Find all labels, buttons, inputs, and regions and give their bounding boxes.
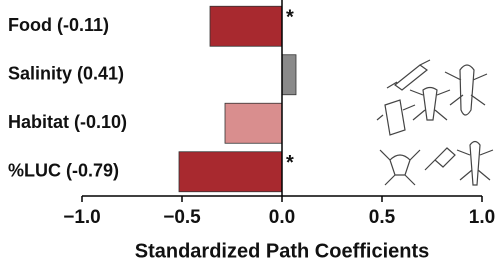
- category-label: Salinity (0.41): [8, 64, 124, 84]
- significance-mark: *: [286, 7, 294, 29]
- category-label: %LUC (-0.79): [8, 161, 119, 181]
- x-tick-label: −1.0: [63, 207, 101, 228]
- x-tick-label: −0.5: [163, 207, 201, 228]
- x-tick-label: 0.0: [269, 207, 295, 228]
- x-tick-label: 0.5: [369, 207, 396, 228]
- bar: [225, 103, 282, 143]
- bar: [282, 55, 296, 95]
- insect-illustrations: [377, 60, 493, 185]
- x-tick-label: 1.0: [469, 207, 495, 228]
- x-axis-label: Standardized Path Coefficients: [135, 240, 430, 262]
- category-label: Habitat (-0.10): [8, 112, 127, 132]
- bar: [179, 152, 282, 192]
- significance-mark: *: [286, 152, 294, 174]
- chart: Standardized Path Coefficients Food (-0.…: [0, 0, 500, 265]
- category-label: Food (-0.11): [8, 15, 109, 35]
- bar: [210, 6, 282, 46]
